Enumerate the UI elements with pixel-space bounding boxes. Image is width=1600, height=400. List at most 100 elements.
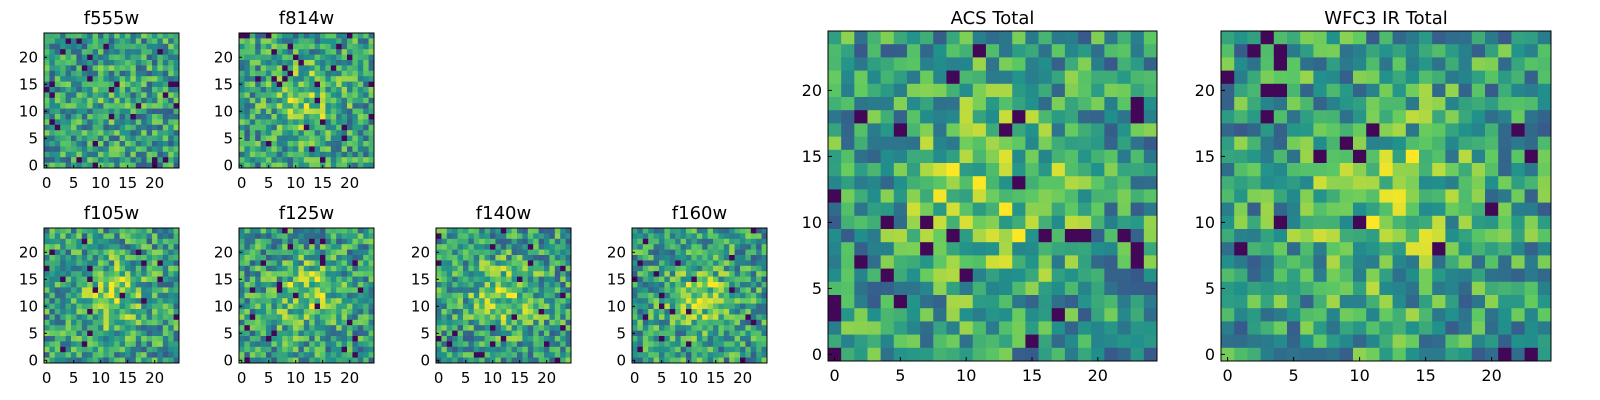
heatmap-cell <box>648 271 654 277</box>
heatmap-cell <box>1366 44 1380 58</box>
heatmap-cell <box>1339 202 1354 217</box>
heatmap-cell <box>325 319 332 326</box>
x-tick-label: 15 <box>313 369 332 387</box>
heatmap-cell <box>103 114 110 120</box>
heatmap-cell <box>49 141 56 147</box>
heatmap-cell <box>293 65 299 72</box>
heatmap-cell <box>157 228 164 234</box>
heatmap-cell <box>309 249 315 256</box>
heatmap-cell <box>972 70 987 85</box>
heatmap-cell <box>972 308 987 322</box>
heatmap-cell <box>565 265 571 272</box>
heatmap-cell <box>1143 136 1157 151</box>
heatmap-cell <box>298 33 305 39</box>
heatmap-cell <box>1234 97 1248 111</box>
heatmap-cell <box>718 336 725 342</box>
heatmap-cell <box>893 176 908 190</box>
x-tick-label: 0 <box>237 174 247 192</box>
heatmap-cell <box>985 334 1000 349</box>
heatmap-cell <box>92 276 99 283</box>
heatmap-cell <box>271 357 278 363</box>
heatmap-cell <box>734 330 741 337</box>
heatmap-cell <box>114 108 120 115</box>
heatmap-cell <box>659 276 665 283</box>
heatmap-cell <box>756 233 762 240</box>
heatmap-cell <box>713 298 719 304</box>
heatmap-cell <box>1064 163 1079 177</box>
heatmap-cell <box>363 33 369 39</box>
heatmap-cell <box>718 325 725 331</box>
heatmap-cell <box>946 57 960 71</box>
heatmap-cell <box>1025 215 1039 230</box>
heatmap-cell <box>249 325 256 331</box>
heatmap-cell <box>146 103 153 109</box>
heatmap-cell <box>320 124 326 131</box>
heatmap-cell <box>1511 242 1525 256</box>
heatmap-cell <box>54 103 61 109</box>
heatmap-cell <box>368 265 374 272</box>
heatmap-cell <box>734 314 741 321</box>
heatmap-cell <box>642 330 649 337</box>
heatmap-cell <box>729 352 735 358</box>
heatmap-cell <box>255 141 261 147</box>
heatmap-cell <box>298 97 305 104</box>
heatmap-cell <box>330 130 337 136</box>
heatmap-cell <box>54 336 61 342</box>
heatmap-cell <box>1143 189 1157 203</box>
heatmap-cell <box>266 114 272 120</box>
heatmap-cell <box>320 146 326 153</box>
heatmap-cell <box>357 260 364 267</box>
heatmap-cell <box>65 314 72 321</box>
heatmap-cell <box>495 357 502 363</box>
heatmap-cell <box>298 87 305 93</box>
heatmap-cell <box>522 303 529 310</box>
heatmap-cell <box>255 271 261 277</box>
heatmap-cell <box>352 330 359 337</box>
heatmap-cell <box>60 346 66 353</box>
heatmap-cell <box>659 233 665 240</box>
heatmap-cell <box>686 260 692 267</box>
heatmap-cell <box>1379 110 1393 124</box>
heatmap-cell <box>1273 163 1288 177</box>
heatmap-cell <box>87 357 93 363</box>
heatmap-cell <box>452 298 458 304</box>
heatmap-cell <box>298 357 305 363</box>
heatmap-cell <box>276 336 283 342</box>
heatmap-cell <box>152 303 158 310</box>
heatmap-cell <box>1458 83 1473 98</box>
heatmap-cell <box>119 43 126 50</box>
heatmap-cell <box>1458 149 1473 164</box>
heatmap-cell <box>446 292 453 299</box>
heatmap-cell <box>972 268 987 283</box>
heatmap-cell <box>276 233 283 240</box>
heatmap-cell <box>1012 347 1026 361</box>
heatmap-cell <box>119 38 126 45</box>
heatmap-cell <box>368 319 374 326</box>
heatmap-cell <box>330 228 337 234</box>
heatmap-cell <box>1511 70 1525 85</box>
heatmap-cell <box>65 249 72 256</box>
heatmap-cell <box>490 238 496 245</box>
heatmap-cell <box>271 271 278 277</box>
heatmap-cell <box>368 146 374 153</box>
heatmap-cell <box>653 303 660 310</box>
heatmap-cell <box>114 330 120 337</box>
heatmap-cell <box>1117 281 1132 296</box>
heatmap-cell <box>554 287 561 294</box>
heatmap-cell <box>249 303 256 310</box>
heatmap-cell <box>457 271 464 277</box>
heatmap-cell <box>282 336 288 342</box>
heatmap-cell <box>276 357 283 363</box>
heatmap-cell <box>266 244 272 250</box>
heatmap-cell <box>293 336 299 342</box>
heatmap-cell <box>276 303 283 310</box>
heatmap-cell <box>999 136 1013 151</box>
heatmap-cell <box>320 255 326 261</box>
heatmap-cell <box>108 357 115 363</box>
heatmap-cell <box>119 238 126 245</box>
heatmap-cell <box>522 271 529 277</box>
heatmap-cell <box>298 276 305 283</box>
heatmap-cell <box>457 228 464 234</box>
heatmap-cell <box>664 282 671 288</box>
heatmap-cell <box>1247 123 1261 137</box>
